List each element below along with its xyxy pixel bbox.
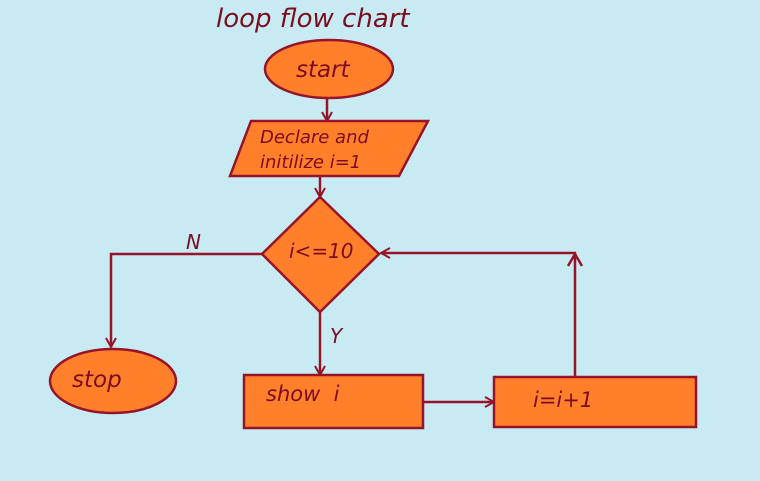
edge-condition-to-stop	[111, 252, 262, 347]
stop-node	[48, 347, 178, 415]
no-branch-label: N	[186, 230, 201, 254]
declare-label-line2: initilize i=1	[260, 152, 361, 173]
condition-node	[260, 195, 381, 314]
declare-node	[228, 119, 431, 178]
declare-label-line1: Declare and	[260, 127, 369, 148]
show-label: show i	[266, 382, 340, 406]
start-label: start	[296, 57, 351, 83]
start-node	[263, 38, 395, 100]
condition-label: i<=10	[289, 239, 354, 263]
increment-node	[492, 375, 698, 429]
increment-label: i=i+1	[533, 388, 593, 412]
yes-branch-label: Y	[330, 324, 344, 348]
stop-label: stop	[72, 367, 122, 393]
diagram-title: loop flow chart	[216, 4, 410, 34]
loop-up-arrowhead	[566, 251, 584, 267]
edge-increment-loop-back	[381, 253, 577, 376]
show-node	[242, 373, 425, 430]
